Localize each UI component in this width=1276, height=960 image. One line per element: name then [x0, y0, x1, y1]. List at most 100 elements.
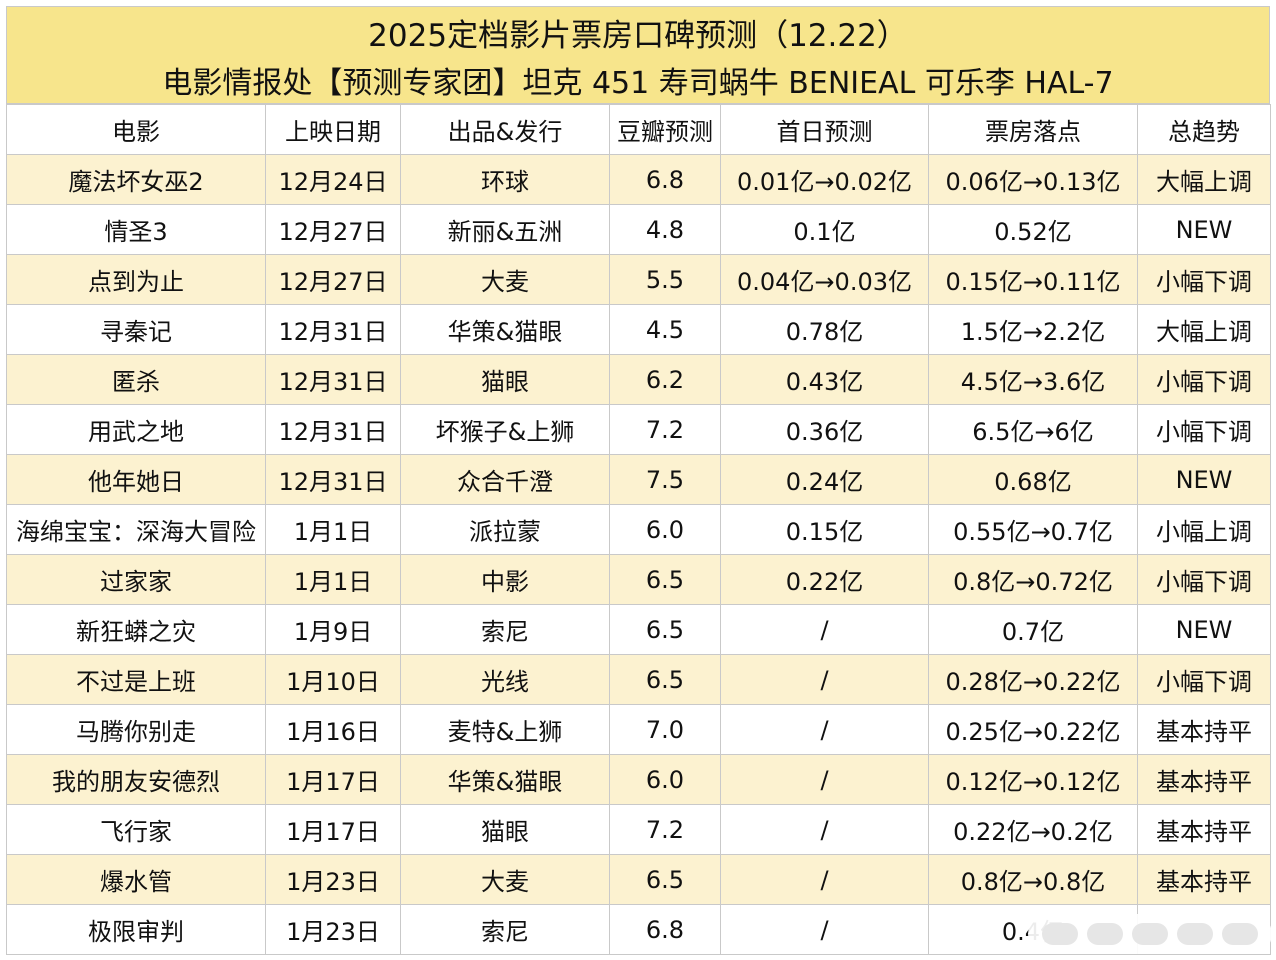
movie-cell: 不过是上班	[6, 654, 266, 705]
toolbar-pill-icon[interactable]	[1176, 923, 1213, 945]
box-office-cell: 0.12亿→0.12亿	[928, 754, 1138, 805]
trend-cell: 小幅下调	[1137, 554, 1271, 605]
release-date-cell: 1月17日	[265, 754, 401, 805]
trend-cell: 小幅上调	[1137, 504, 1271, 555]
first-day-cell: /	[720, 754, 929, 805]
table-row: 魔法坏女巫2 12月24日 环球 6.8 0.01亿→0.02亿 0.06亿→0.13亿大…	[6, 154, 1271, 205]
release-date-cell: 1月1日	[265, 554, 401, 605]
first-day-cell: /	[720, 804, 929, 855]
douban-cell: 6.5	[609, 854, 721, 905]
release-date-cell: 12月27日	[265, 204, 401, 255]
column-header-box-office: 票房落点	[928, 104, 1138, 155]
trend-cell: 大幅上调	[1137, 304, 1271, 355]
column-header-first-day: 首日预测	[720, 104, 929, 155]
box-office-cell: 0.15亿→0.11亿	[928, 254, 1138, 305]
distributor-cell: 索尼	[400, 904, 610, 955]
douban-cell: 7.5	[609, 454, 721, 505]
box-office-cell: 0.25亿→0.22亿	[928, 704, 1138, 755]
douban-cell: 4.5	[609, 304, 721, 355]
release-date-cell: 1月16日	[265, 704, 401, 755]
table-header-banner: 2025定档影片票房口碑预测（12.22） 电影情报处【预测专家团】坦克 451…	[6, 6, 1270, 104]
movie-cell: 情圣3	[6, 204, 266, 255]
first-day-cell: 0.36亿	[720, 404, 929, 455]
release-date-cell: 12月31日	[265, 404, 401, 455]
release-date-cell: 1月10日	[265, 654, 401, 705]
release-date-cell: 12月27日	[265, 254, 401, 305]
first-day-cell: /	[720, 904, 929, 955]
distributor-cell: 众合千澄	[400, 454, 610, 505]
table-row: 马腾你别走 1月16日 麦特&上狮 7.0/0.25亿→0.22亿 基本持平	[6, 704, 1271, 755]
movie-cell: 他年她日	[6, 454, 266, 505]
douban-cell: 6.8	[609, 154, 721, 205]
first-day-cell: 0.78亿	[720, 304, 929, 355]
toolbar-pill-icon[interactable]	[1087, 923, 1124, 945]
trend-cell: 小幅下调	[1137, 354, 1271, 405]
douban-cell: 6.5	[609, 654, 721, 705]
table-row: 爆水管 1月23日 大麦 6.5/0.8亿→0.8亿 基本持平	[6, 854, 1271, 905]
column-header-trend: 总趋势	[1137, 104, 1271, 155]
distributor-cell: 派拉蒙	[400, 504, 610, 555]
first-day-cell: 0.22亿	[720, 554, 929, 605]
first-day-cell: 0.04亿→0.03亿	[720, 254, 929, 305]
movie-cell: 寻秦记	[6, 304, 266, 355]
movie-cell: 我的朋友安德烈	[6, 754, 266, 805]
trend-cell: 大幅上调	[1137, 154, 1271, 205]
box-office-cell: 0.55亿→0.7亿	[928, 504, 1138, 555]
first-day-cell: /	[720, 854, 929, 905]
page-title: 2025定档影片票房口碑预测（12.22）	[368, 18, 908, 54]
trend-cell: 基本持平	[1137, 754, 1271, 805]
distributor-cell: 华策&猫眼	[400, 304, 610, 355]
release-date-cell: 12月31日	[265, 304, 401, 355]
first-day-cell: 0.15亿	[720, 504, 929, 555]
release-date-cell: 1月17日	[265, 804, 401, 855]
movie-cell: 魔法坏女巫2	[6, 154, 266, 205]
release-date-cell: 1月1日	[265, 504, 401, 555]
forecast-table: 电影 上映日期 出品&发行 豆瓣预测 首日预测 票房落点 总趋势 魔法坏女巫2 1…	[6, 104, 1271, 955]
trend-cell: 小幅下调	[1137, 654, 1271, 705]
column-header-distributor: 出品&发行	[400, 104, 610, 155]
distributor-cell: 索尼	[400, 604, 610, 655]
first-day-cell: 0.1亿	[720, 204, 929, 255]
movie-cell: 马腾你别走	[6, 704, 266, 755]
distributor-cell: 大麦	[400, 854, 610, 905]
movie-cell: 过家家	[6, 554, 266, 605]
first-day-cell: 0.24亿	[720, 454, 929, 505]
movie-cell: 新狂蟒之灾	[6, 604, 266, 655]
table-row: 新狂蟒之灾 1月9日 索尼 6.5/0.7亿 NEW	[6, 604, 1271, 655]
box-office-cell: 0.22亿→0.2亿	[928, 804, 1138, 855]
douban-cell: 6.0	[609, 754, 721, 805]
douban-cell: 6.5	[609, 604, 721, 655]
toolbar-pill-icon[interactable]	[1131, 923, 1168, 945]
column-header-row: 电影 上映日期 出品&发行 豆瓣预测 首日预测 票房落点 总趋势	[6, 104, 1271, 155]
douban-cell: 6.2	[609, 354, 721, 405]
douban-cell: 4.8	[609, 204, 721, 255]
douban-cell: 7.2	[609, 404, 721, 455]
box-office-cell: 0.28亿→0.22亿	[928, 654, 1138, 705]
page-subtitle: 电影情报处【预测专家团】坦克 451 寿司蜗牛 BENIEAL 可乐李 HAL-…	[162, 66, 1114, 101]
movie-cell: 飞行家	[6, 804, 266, 855]
trend-cell: 小幅下调	[1137, 404, 1271, 455]
box-office-cell: 0.8亿→0.72亿	[928, 554, 1138, 605]
first-day-cell: 0.01亿→0.02亿	[720, 154, 929, 205]
trend-cell: 基本持平	[1137, 854, 1271, 905]
trend-cell: 基本持平	[1137, 804, 1271, 855]
distributor-cell: 新丽&五洲	[400, 204, 610, 255]
image-toolbar-overlay[interactable]	[1028, 914, 1272, 954]
release-date-cell: 1月23日	[265, 904, 401, 955]
trend-cell: 小幅下调	[1137, 254, 1271, 305]
toolbar-pill-icon[interactable]	[1042, 923, 1079, 945]
release-date-cell: 1月23日	[265, 854, 401, 905]
movie-cell: 爆水管	[6, 854, 266, 905]
movie-cell: 用武之地	[6, 404, 266, 455]
movie-cell: 极限审判	[6, 904, 266, 955]
column-header-douban: 豆瓣预测	[609, 104, 721, 155]
release-date-cell: 12月24日	[265, 154, 401, 205]
distributor-cell: 华策&猫眼	[400, 754, 610, 805]
box-office-cell: 0.52亿	[928, 204, 1138, 255]
movie-cell: 海绵宝宝：深海大冒险	[6, 504, 266, 555]
table-row: 海绵宝宝：深海大冒险 1月1日 派拉蒙 6.0 0.15亿 0.55亿→0.7亿 小幅上调	[6, 504, 1271, 555]
distributor-cell: 中影	[400, 554, 610, 605]
table-row: 寻秦记 12月31日 华策&猫眼 4.5 0.78亿 1.5亿→2.2亿 大幅上调	[6, 304, 1271, 355]
toolbar-pill-icon[interactable]	[1221, 923, 1258, 945]
